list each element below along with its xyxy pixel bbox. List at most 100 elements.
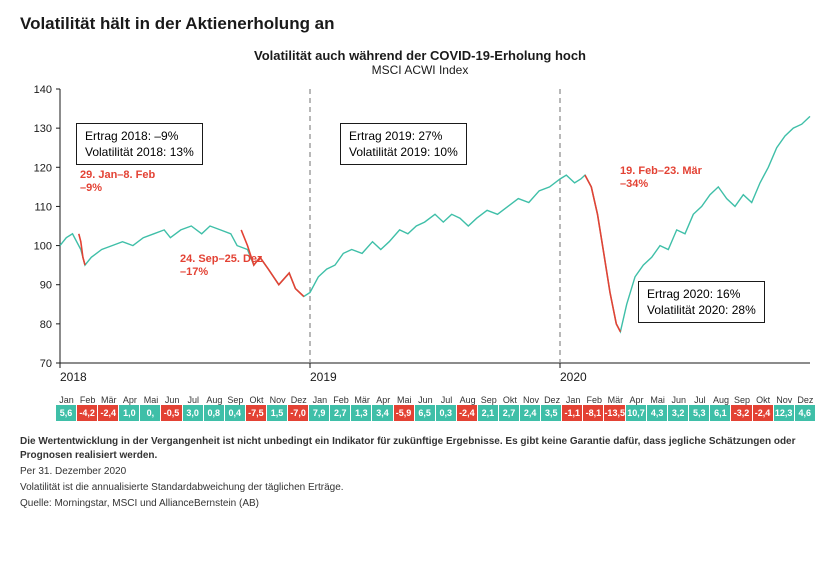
month-values-row: 5,6-4,2-2,41,00,-0,53,00,80,4-7,51,5-7,0… xyxy=(56,405,816,421)
drawdown-label-2: 19. Feb–23. Mär–34% xyxy=(620,165,702,191)
month-value: 4,3 xyxy=(647,405,668,421)
month-label: Jun xyxy=(668,395,689,405)
month-value: 4,6 xyxy=(795,405,816,421)
annotation-box-2: Ertrag 2020: 16%Volatilität 2020: 28% xyxy=(638,281,765,323)
month-label: Nov xyxy=(520,395,541,405)
svg-text:2019: 2019 xyxy=(310,370,337,384)
month-value: 0,3 xyxy=(436,405,457,421)
month-value: -3,2 xyxy=(731,405,752,421)
month-label: Jul xyxy=(436,395,457,405)
footnote-line: Volatilität ist die annualisierte Standa… xyxy=(20,481,820,495)
drawdown-label-1: 24. Sep–25. Dez–17% xyxy=(180,253,263,279)
month-label: Jan xyxy=(309,395,330,405)
month-value: 5,3 xyxy=(689,405,710,421)
drawdown-label-0: 29. Jan–8. Feb–9% xyxy=(80,169,155,195)
month-label: Aug xyxy=(204,395,225,405)
month-label: Feb xyxy=(77,395,98,405)
svg-text:70: 70 xyxy=(40,358,52,370)
month-value: 0,4 xyxy=(225,405,246,421)
svg-text:120: 120 xyxy=(34,162,52,174)
month-label: Okt xyxy=(499,395,520,405)
month-label: Nov xyxy=(774,395,795,405)
annotation-box-0: Ertrag 2018: –9%Volatilität 2018: 13% xyxy=(76,123,203,165)
month-label: Jul xyxy=(689,395,710,405)
month-label: Dez xyxy=(795,395,816,405)
svg-text:90: 90 xyxy=(40,280,52,292)
month-label: Mai xyxy=(647,395,668,405)
month-label: Jan xyxy=(563,395,584,405)
month-label: Jul xyxy=(183,395,204,405)
month-value: -0,5 xyxy=(161,405,182,421)
month-label: Dez xyxy=(542,395,563,405)
month-value: -1,1 xyxy=(562,405,583,421)
footnote-line: Per 31. Dezember 2020 xyxy=(20,465,820,479)
main-title: Volatilität hält in der Aktienerholung a… xyxy=(20,14,820,34)
svg-text:100: 100 xyxy=(34,241,52,253)
month-value: 3,0 xyxy=(183,405,204,421)
month-value: -7,5 xyxy=(246,405,267,421)
month-label: Aug xyxy=(457,395,478,405)
month-label: Mär xyxy=(352,395,373,405)
month-value: 6,5 xyxy=(415,405,436,421)
month-value: -7,0 xyxy=(288,405,309,421)
month-value: -4,2 xyxy=(77,405,98,421)
month-value: 2,7 xyxy=(499,405,520,421)
month-value: -13,5 xyxy=(604,405,626,421)
month-value: 2,4 xyxy=(520,405,541,421)
month-value: 7,9 xyxy=(309,405,330,421)
svg-text:2018: 2018 xyxy=(60,370,87,384)
month-value: 1,0 xyxy=(119,405,140,421)
month-value: 5,6 xyxy=(56,405,77,421)
month-value: 1,3 xyxy=(351,405,372,421)
month-label: Aug xyxy=(710,395,731,405)
month-label: Feb xyxy=(330,395,351,405)
month-label: Sep xyxy=(732,395,753,405)
month-value: 0, xyxy=(140,405,161,421)
svg-text:2020: 2020 xyxy=(560,370,587,384)
chart-subtitle: Volatilität auch während der COVID-19-Er… xyxy=(20,48,820,63)
month-label: Apr xyxy=(626,395,647,405)
month-label: Sep xyxy=(225,395,246,405)
month-value: 3,4 xyxy=(372,405,393,421)
svg-text:80: 80 xyxy=(40,319,52,331)
month-label: Jun xyxy=(162,395,183,405)
month-label: Mai xyxy=(140,395,161,405)
svg-text:130: 130 xyxy=(34,123,52,135)
month-label: Nov xyxy=(267,395,288,405)
svg-text:140: 140 xyxy=(34,84,52,96)
month-label: Sep xyxy=(478,395,499,405)
footnotes: Die Wertentwicklung in der Vergangenheit… xyxy=(20,435,820,511)
month-value: 10,7 xyxy=(626,405,647,421)
month-value: 2,1 xyxy=(478,405,499,421)
month-labels-row: JanFebMärAprMaiJunJulAugSepOktNovDezJanF… xyxy=(56,395,816,405)
month-value: -2,4 xyxy=(753,405,774,421)
chart-container: 70 80 90 100 110 120 130 140 2018 2019 2020 Ertrag… xyxy=(20,83,820,393)
footnote-disclaimer: Die Wertentwicklung in der Vergangenheit… xyxy=(20,435,820,463)
month-label: Mär xyxy=(605,395,626,405)
month-label: Apr xyxy=(373,395,394,405)
month-value: -2,4 xyxy=(98,405,119,421)
month-value: 6,1 xyxy=(710,405,731,421)
month-label: Feb xyxy=(584,395,605,405)
footnote-line: Quelle: Morningstar, MSCI und AllianceBe… xyxy=(20,497,820,511)
svg-text:110: 110 xyxy=(34,201,52,213)
month-value: 1,5 xyxy=(267,405,288,421)
month-value: -8,1 xyxy=(583,405,604,421)
month-value: -5,9 xyxy=(394,405,415,421)
month-value: 12,3 xyxy=(774,405,795,421)
month-label: Mai xyxy=(394,395,415,405)
month-label: Jun xyxy=(415,395,436,405)
month-label: Okt xyxy=(246,395,267,405)
drawdown-0 xyxy=(79,234,85,265)
month-value: 2,7 xyxy=(330,405,351,421)
month-value: 3,2 xyxy=(668,405,689,421)
month-value: -2,4 xyxy=(457,405,478,421)
month-label: Dez xyxy=(288,395,309,405)
chart-index-name: MSCI ACWI Index xyxy=(20,63,820,77)
month-value: 0,8 xyxy=(204,405,225,421)
drawdown-2 xyxy=(585,175,620,332)
month-label: Mär xyxy=(98,395,119,405)
month-value: 3,5 xyxy=(541,405,562,421)
month-label: Apr xyxy=(119,395,140,405)
month-label: Jan xyxy=(56,395,77,405)
